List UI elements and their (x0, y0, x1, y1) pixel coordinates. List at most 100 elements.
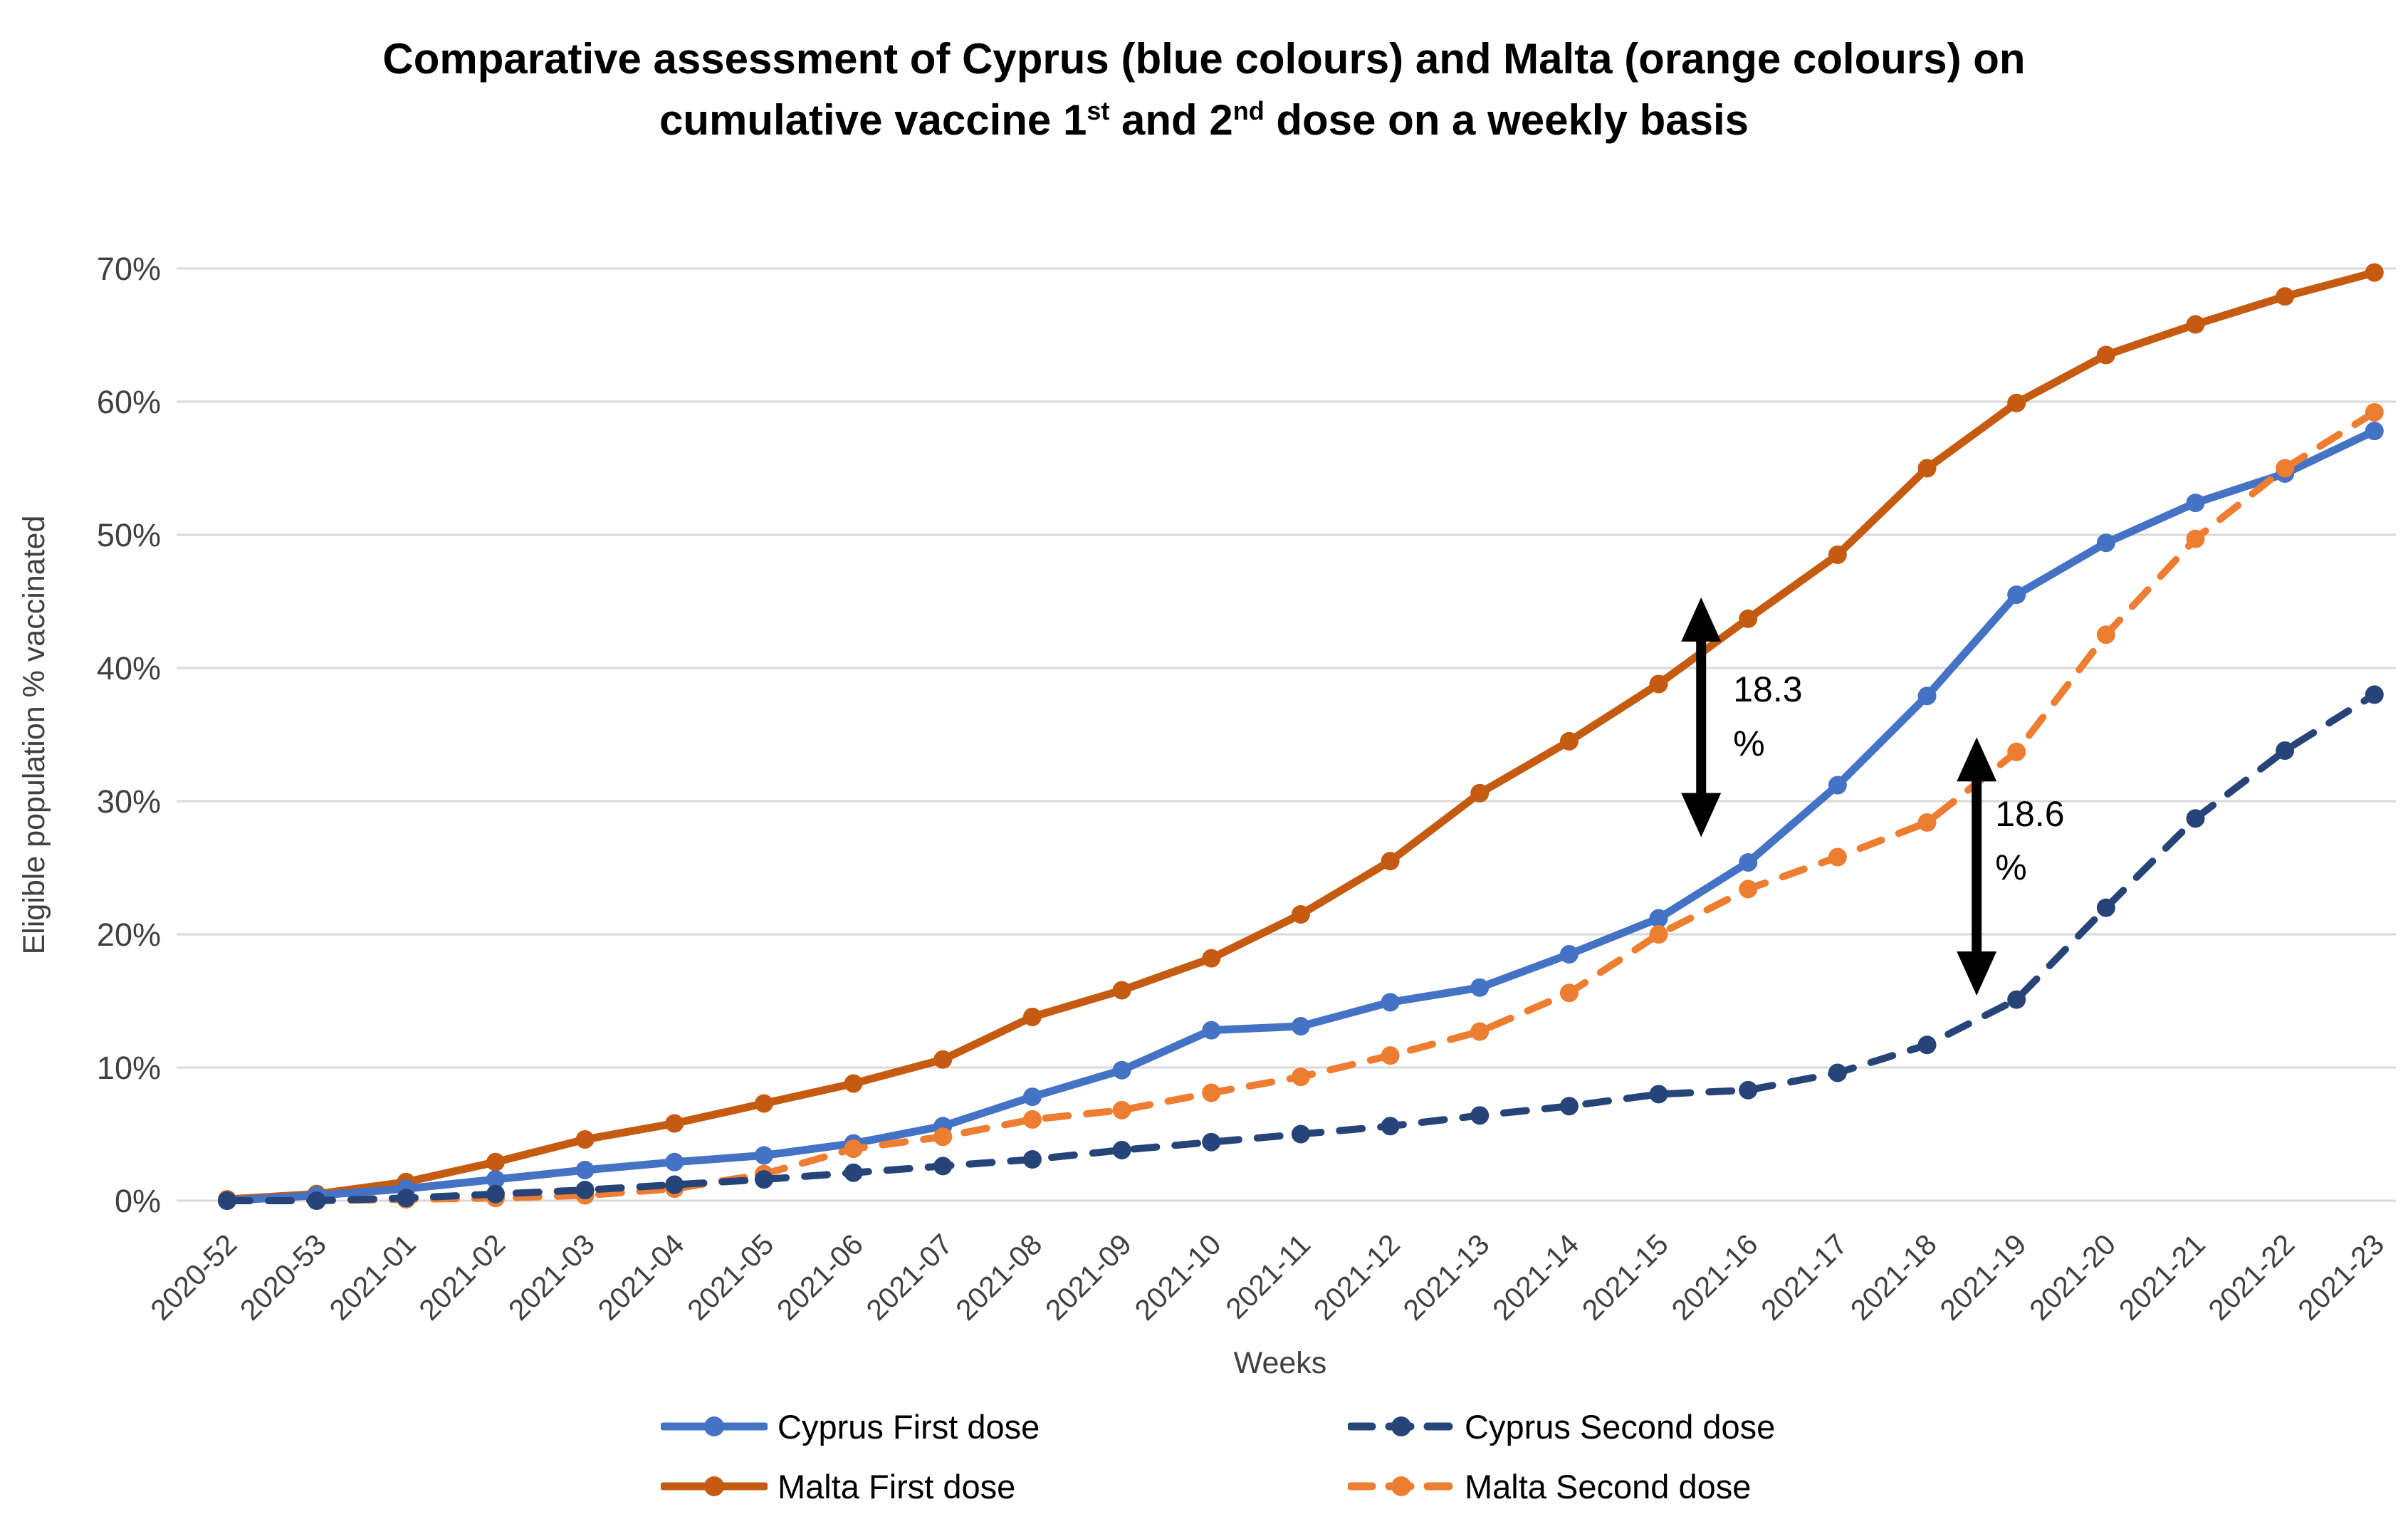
x-tick-label: 2021-16 (1665, 1228, 1764, 1327)
data-point-marker (1202, 949, 1221, 968)
data-point-marker (1739, 609, 1758, 628)
legend-item-malta-first-dose: Malta First dose (661, 1464, 1015, 1508)
legend-label: Malta First dose (778, 1467, 1016, 1505)
data-point-marker (1559, 945, 1579, 964)
data-point-marker (665, 1175, 684, 1194)
data-point-marker (1470, 1106, 1490, 1125)
arrow-head-down (1681, 793, 1722, 837)
data-point-marker (665, 1152, 684, 1171)
annotation-18.6%: 18.6% (1957, 737, 2065, 996)
data-point-marker (1470, 783, 1490, 803)
data-point-marker (486, 1152, 505, 1171)
data-point-marker (397, 1189, 416, 1208)
annotation-18.3%: 18.3% (1681, 597, 1803, 837)
data-point-marker (1470, 1022, 1490, 1041)
legend-swatch-malta-second-dose (1348, 1476, 1455, 1496)
x-tick-label: 2021-19 (1934, 1228, 2033, 1327)
data-point-marker (1381, 1046, 1400, 1065)
data-point-marker (1828, 546, 1847, 565)
data-point-marker (1112, 1140, 1131, 1159)
data-point-marker (1381, 993, 1400, 1012)
data-point-marker (754, 1094, 773, 1113)
x-axis-tick-labels: 2020-522020-532021-012021-022021-032021-… (144, 1228, 2390, 1327)
x-axis-title: Weeks (1234, 1346, 1327, 1380)
legend-swatch-cyprus-first-dose (661, 1416, 768, 1436)
data-point-marker (933, 1127, 953, 1147)
data-point-marker (486, 1170, 505, 1189)
legend-swatch-cyprus-second-dose (1348, 1416, 1455, 1436)
y-tick-label: 0% (115, 1183, 161, 1219)
data-point-marker (1739, 880, 1758, 899)
data-point-marker (1828, 776, 1847, 795)
data-point-marker (2276, 741, 2295, 760)
data-point-marker (486, 1184, 505, 1204)
data-point-marker (1917, 687, 1937, 706)
x-tick-label: 2021-23 (2291, 1228, 2390, 1327)
data-point-marker (754, 1146, 773, 1165)
data-point-marker (1917, 813, 1937, 832)
y-axis-title: Eligible population % vaccinated (17, 516, 51, 955)
data-point-marker (1828, 1063, 1847, 1082)
data-point-marker (1202, 1083, 1221, 1102)
data-point-marker (2096, 898, 2115, 917)
data-point-marker (1291, 904, 1310, 924)
legend-marker-sample (1391, 1476, 1411, 1496)
data-point-marker (2276, 459, 2295, 478)
x-tick-label: 2020-52 (144, 1228, 243, 1327)
x-tick-label: 2021-18 (1844, 1228, 1943, 1327)
data-point-marker (218, 1191, 236, 1210)
annotation-label: % (1995, 847, 2026, 887)
data-point-marker (1112, 981, 1131, 1000)
data-point-marker (933, 1050, 953, 1069)
data-point-marker (2007, 585, 2026, 605)
legend-label: Cyprus First dose (778, 1407, 1040, 1446)
data-point-marker (2096, 345, 2115, 365)
data-point-marker (1022, 1087, 1042, 1107)
arrow-head-up (1681, 597, 1722, 642)
x-tick-label: 2021-21 (2113, 1228, 2211, 1327)
data-point-marker (1291, 1124, 1310, 1144)
x-tick-label: 2021-12 (1307, 1228, 1406, 1327)
data-point-marker (2365, 685, 2384, 704)
arrow-head-up (1957, 737, 1997, 782)
data-point-marker (754, 1170, 773, 1189)
y-tick-label: 30% (97, 783, 161, 820)
chart-title-line2: cumulative vaccine 1st and 2nd dose on a… (0, 90, 2408, 151)
x-tick-label: 2021-15 (1576, 1228, 1675, 1327)
x-tick-label: 2021-06 (770, 1228, 869, 1327)
y-tick-label: 40% (97, 650, 161, 687)
x-tick-label: 2021-17 (1754, 1228, 1853, 1327)
legend-label: Malta Second dose (1465, 1467, 1752, 1505)
x-tick-label: 2021-22 (2202, 1228, 2301, 1327)
superscript-st: st (1087, 96, 1110, 125)
data-point-marker (1559, 1097, 1579, 1116)
data-point-marker (1381, 1117, 1400, 1136)
data-point-marker (1559, 731, 1579, 751)
data-point-marker (1739, 853, 1758, 872)
series-cyprus-second-dose (218, 685, 2384, 1210)
data-point-marker (933, 1157, 953, 1176)
data-point-marker (1917, 459, 1937, 478)
data-point-marker (1649, 909, 1668, 928)
annotation-label: % (1733, 724, 1764, 763)
series-malta-first-dose (218, 263, 2384, 1209)
legend-item-malta-second-dose: Malta Second dose (1348, 1464, 1751, 1508)
data-point-marker (2186, 494, 2205, 513)
data-point-marker (665, 1114, 684, 1133)
data-point-marker (1739, 1080, 1758, 1100)
data-point-marker (1022, 1110, 1042, 1129)
data-point-marker (1022, 1150, 1042, 1169)
data-point-marker (1649, 674, 1668, 694)
data-point-marker (1649, 1085, 1668, 1104)
data-point-marker (2365, 263, 2384, 282)
x-tick-label: 2021-20 (2023, 1228, 2122, 1327)
series-line (224, 691, 2378, 1204)
data-point-marker (844, 1074, 863, 1093)
gridlines (177, 267, 2396, 1202)
x-tick-label: 2021-08 (949, 1228, 1048, 1327)
x-tick-label: 2021-11 (1220, 1228, 1317, 1325)
annotation-label: 18.6 (1995, 794, 2064, 834)
data-point-marker (1112, 1100, 1131, 1120)
